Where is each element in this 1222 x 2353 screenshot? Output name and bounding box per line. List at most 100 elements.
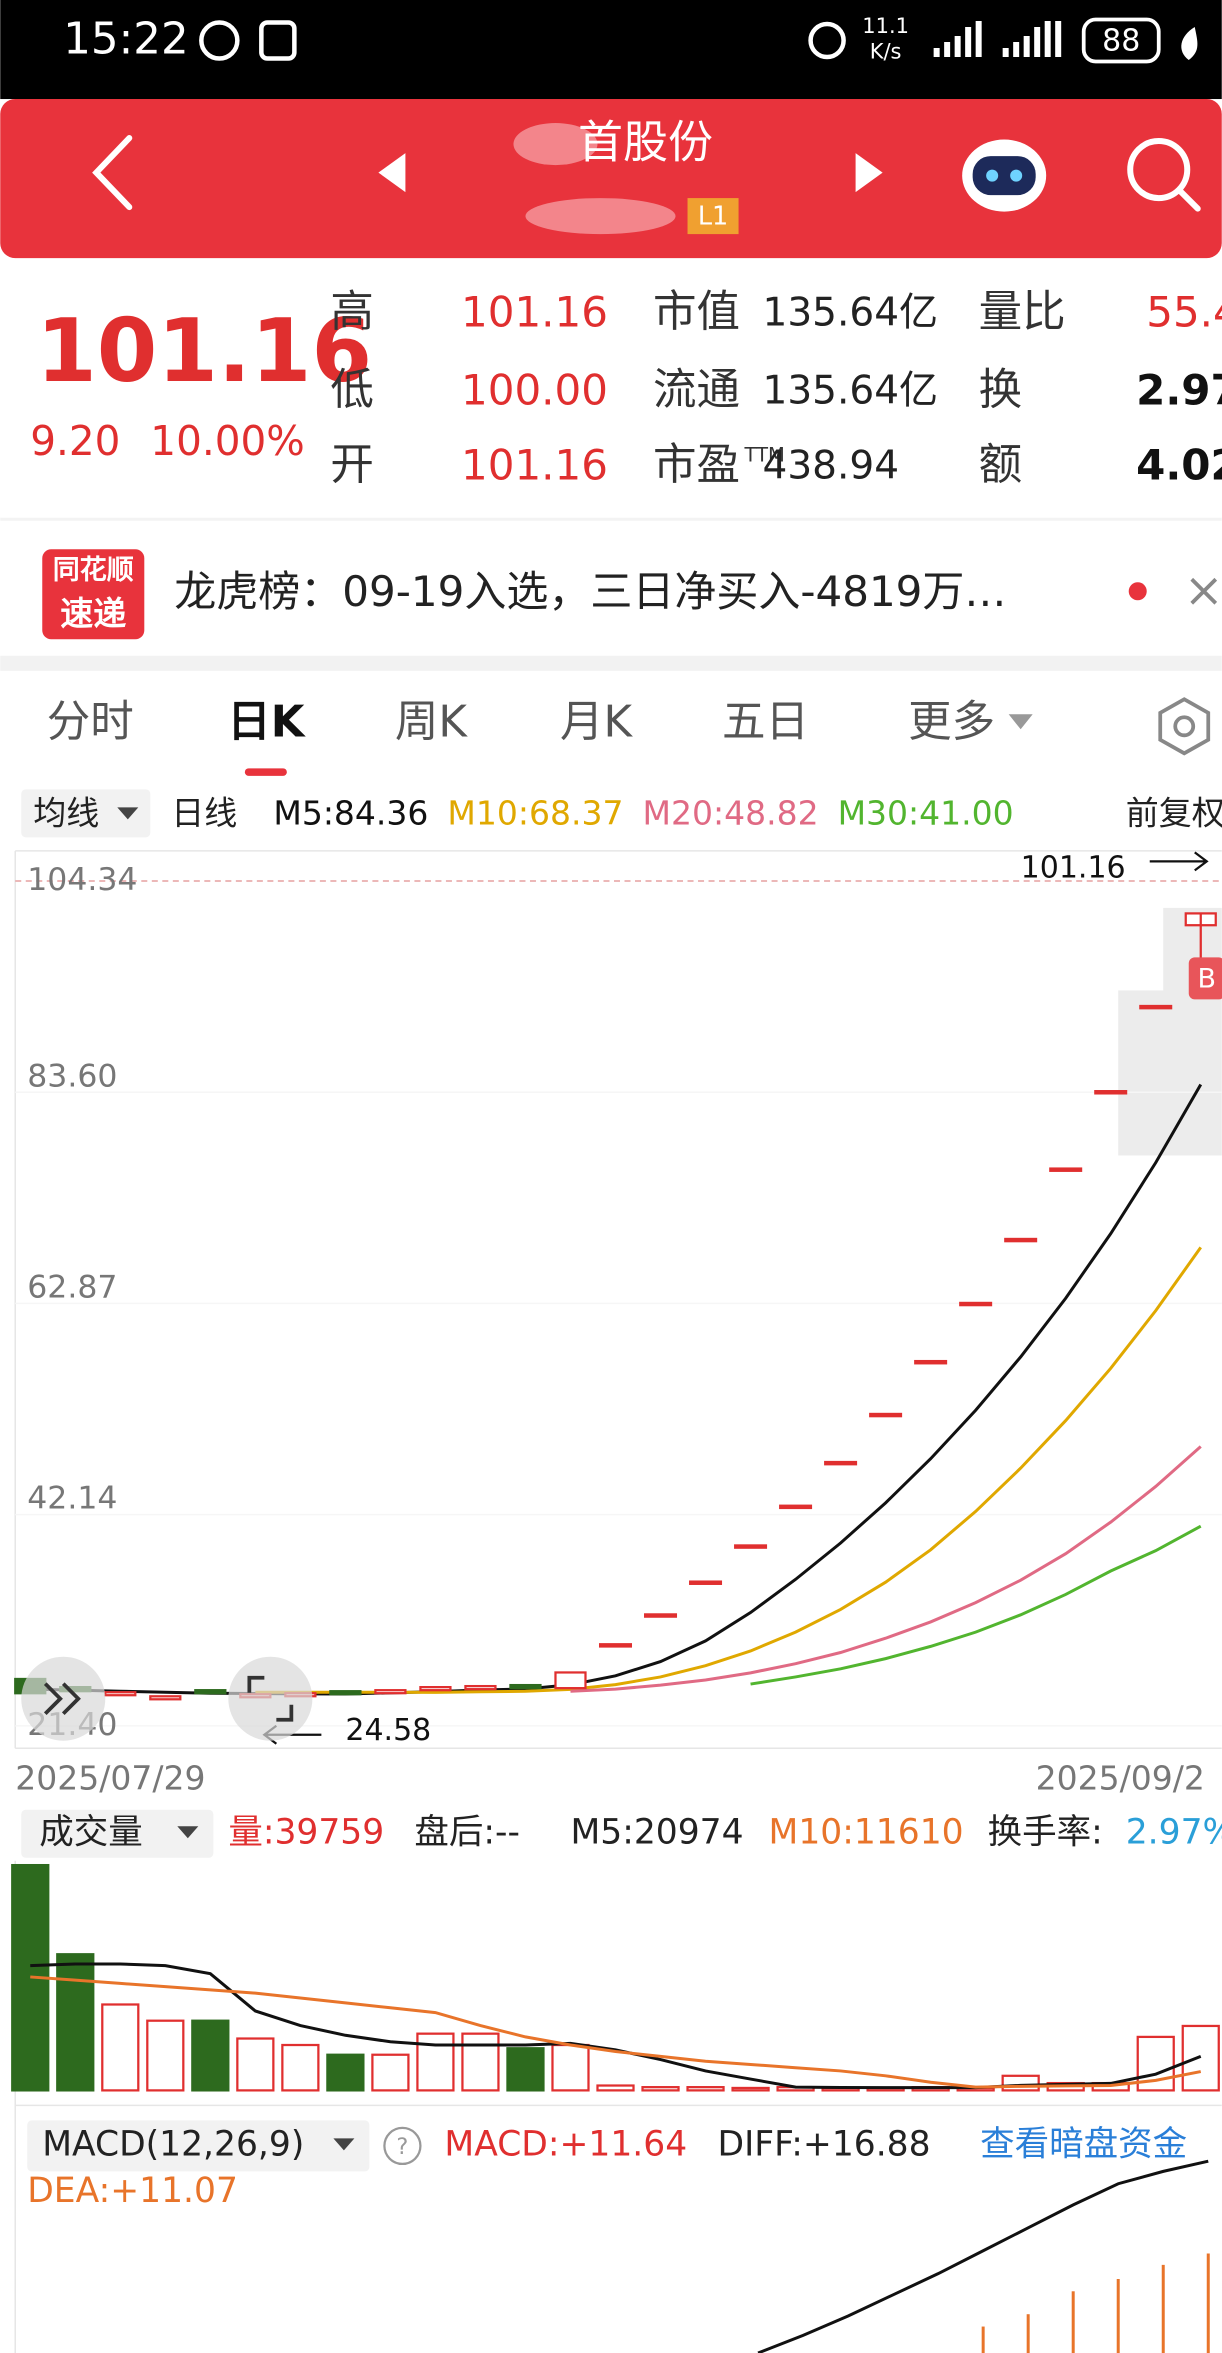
buy-marker-text: B <box>1197 963 1216 994</box>
candle <box>689 1580 723 1585</box>
help-icon[interactable] <box>383 2126 422 2166</box>
candle <box>1004 1237 1038 1243</box>
end-date: 2025/09/2 <box>1036 1758 1205 1797</box>
news-logo <box>42 549 145 640</box>
alarm-icon <box>808 21 846 60</box>
level-badge <box>687 198 739 235</box>
ma-legend: M30:41.00 <box>838 793 1014 832</box>
scroll-button[interactable] <box>21 1656 106 1741</box>
candle <box>644 1613 678 1618</box>
volume-text: 量:39759 <box>228 1812 384 1852</box>
volume-bar <box>506 2047 545 2092</box>
candle <box>914 1359 948 1365</box>
candle <box>598 1643 633 1648</box>
volume-bar <box>281 2043 320 2092</box>
ma-line <box>750 1524 1202 1686</box>
candle <box>734 1544 768 1549</box>
dark-pool-link[interactable]: 查看暗盘资金 <box>980 2124 1187 2164</box>
buy-marker <box>1188 957 1222 1000</box>
app-header <box>0 99 1222 259</box>
assistant-eye <box>986 169 999 182</box>
volume-bar <box>1001 2074 1040 2092</box>
volume-bar <box>146 2019 185 2092</box>
macd-selector-text: MACD(12,26,9) <box>42 2124 304 2164</box>
shade <box>1118 990 1222 1156</box>
stat-label: 低 <box>330 366 374 416</box>
ma-selector[interactable] <box>21 789 151 838</box>
zoom-button[interactable] <box>228 1656 313 1741</box>
stat-value: 438.94 <box>763 444 899 489</box>
back-button[interactable] <box>92 135 133 211</box>
change-pct: 10.00% <box>150 417 304 465</box>
volume-ma-line <box>30 1975 1202 2089</box>
y-tick-label: 83.60 <box>27 1058 117 1094</box>
search-handle <box>1176 187 1201 212</box>
volume-bar <box>371 2053 410 2092</box>
candle <box>149 1695 182 1701</box>
news-logo-top: 同花顺 <box>53 555 134 586</box>
scroll-icon <box>43 1682 81 1716</box>
adjust[interactable]: 前复权 <box>1126 793 1222 832</box>
tab-underline <box>244 768 287 776</box>
stat-label: 额 <box>979 441 1023 491</box>
close-news[interactable] <box>1190 577 1218 605</box>
candle <box>1094 1090 1128 1095</box>
leaf-icon <box>1181 27 1198 61</box>
ma-line <box>255 1246 1202 1694</box>
assistant-face <box>972 156 1036 196</box>
candle <box>554 1671 587 1690</box>
volume-m10: M10:11610 <box>769 1812 964 1852</box>
stat-value: 135.64亿 <box>763 369 938 414</box>
nfc-icon <box>259 20 297 61</box>
unread-dot <box>1128 582 1147 601</box>
volume-m5: M5:20974 <box>570 1812 743 1852</box>
macd-selector[interactable] <box>27 2120 370 2172</box>
stat-label: 量比 <box>979 288 1066 338</box>
volume-selector-text: 成交量 <box>39 1812 142 1852</box>
ma-legend: M5:84.36 <box>273 793 428 832</box>
signal-1 <box>933 21 982 58</box>
blurred-name <box>513 123 598 166</box>
tab[interactable]: 月K <box>560 697 633 747</box>
tab[interactable]: 周K <box>395 697 468 747</box>
volume-bar <box>641 2086 680 2092</box>
macd-text: MACD:+11.64 <box>444 2124 687 2164</box>
candle <box>1049 1167 1083 1172</box>
next-stock[interactable] <box>855 153 883 193</box>
eye-icon <box>199 20 240 61</box>
tab[interactable]: 更多 <box>908 697 995 747</box>
start-date: 2025/07/29 <box>15 1758 205 1797</box>
stat-value: 101.16 <box>461 441 608 490</box>
tab[interactable]: 日K <box>227 697 306 747</box>
clock: 15:22 <box>63 15 188 65</box>
min-label: 24.58 <box>345 1713 431 1748</box>
turnover: 2.97% <box>1126 1812 1222 1852</box>
settings-icon[interactable] <box>1158 697 1211 756</box>
candle <box>824 1460 858 1466</box>
news-text[interactable]: 龙虎榜：09-19入选，三日净买入-4819万… <box>174 567 1006 616</box>
tab[interactable]: 分时 <box>47 697 134 747</box>
candle <box>509 1683 542 1690</box>
max-label: 101.16 <box>1021 850 1126 885</box>
news-logo-bottom: 速递 <box>60 594 126 633</box>
volume-selector[interactable] <box>21 1809 214 1858</box>
battery <box>1081 17 1161 64</box>
stat-label-sup: TTM <box>744 444 785 467</box>
ma-legend: M20:48.82 <box>643 793 819 832</box>
prev-stock[interactable] <box>378 153 406 193</box>
change: 9.20 <box>30 417 120 465</box>
search-button[interactable] <box>1127 138 1191 202</box>
stat-value: 135.64亿 <box>763 291 938 336</box>
volume-bar <box>686 2086 725 2092</box>
stat-value: 100.00 <box>461 366 608 415</box>
candle <box>869 1412 903 1418</box>
stat-label: 开 <box>330 441 374 491</box>
turnover-label: 换手率: <box>988 1812 1103 1852</box>
signal-2 <box>1002 21 1062 58</box>
tab[interactable]: 五日 <box>722 697 809 747</box>
diff-text: DIFF:+16.88 <box>718 2124 931 2164</box>
ma-selector-text: 均线 <box>33 793 99 832</box>
